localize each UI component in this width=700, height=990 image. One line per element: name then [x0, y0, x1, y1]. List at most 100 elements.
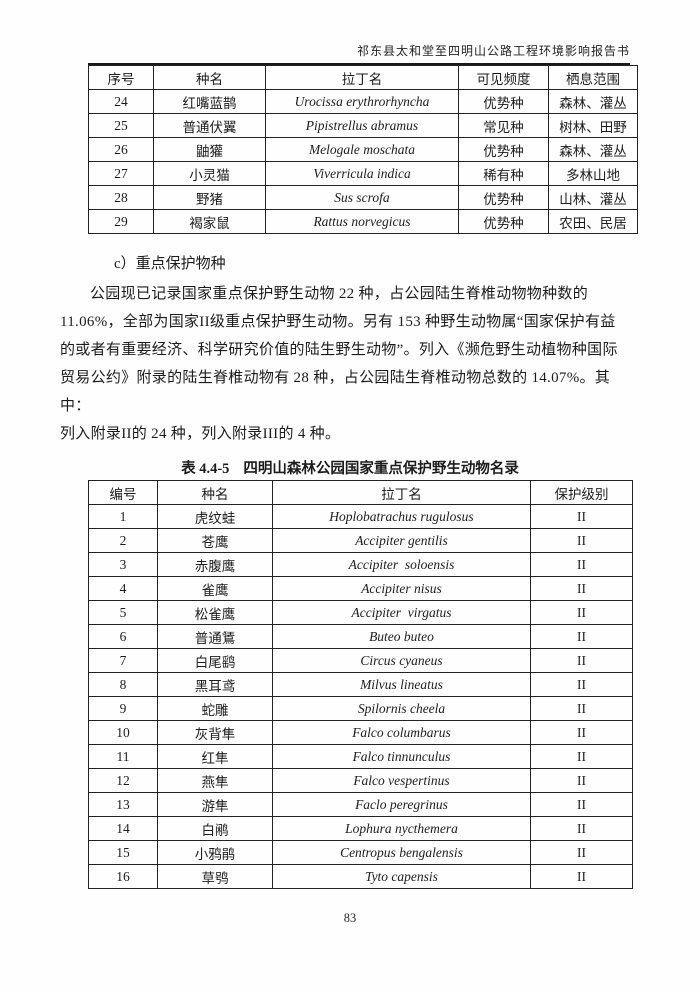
table-cell: 优势种 [458, 89, 549, 114]
table-cell: 小鸦鹃 [157, 840, 273, 865]
table-cell: 8 [88, 672, 158, 697]
table-cell: Falco vespertinus [272, 768, 531, 793]
table-cell: Rattus norvegicus [265, 209, 459, 234]
table-cell: 红隼 [157, 744, 273, 769]
table-header-row: 序号 种名 拉丁名 可见频度 栖息范围 [88, 65, 638, 90]
table-cell: 雀鹰 [157, 576, 273, 601]
table-cell: 13 [88, 792, 158, 817]
table-row: 7 白尾鹞 Circus cyaneus II [88, 648, 633, 673]
table-row: 11 红隼 Falco tinnunculus II [88, 744, 633, 769]
table-cell: Sus scrofa [265, 185, 459, 210]
table-cell: 24 [88, 89, 154, 114]
table-caption-title: 四明山森林公园国家重点保护野生动物名录 [243, 461, 519, 477]
table-cell: Circus cyaneus [272, 648, 531, 673]
table-row: 27 小灵猫 Viverricula indica 稀有种 多林山地 [88, 161, 638, 186]
table-cell: 灰背隼 [157, 720, 273, 745]
table-cell: 农田、民居 [548, 209, 638, 234]
page-number: 83 [343, 911, 357, 925]
table-cell: 普通鵟 [157, 624, 273, 649]
paragraph-line: 11.06%，全部为国家II级重点保护野生动物。另有 153 种野生动物属“国家… [60, 314, 616, 330]
table-cell: Tyto capensis [272, 864, 531, 889]
table-cell: 10 [88, 720, 158, 745]
table-cell: 鼬獾 [153, 137, 266, 162]
table-cell: 白鹇 [157, 816, 273, 841]
table-cell: Accipiter virgatus [272, 600, 531, 625]
table-cell: 26 [88, 137, 154, 162]
table-cell: 2 [88, 528, 158, 553]
table-cell: 赤腹鹰 [157, 552, 273, 577]
table-row: 24 红嘴蓝鹊 Urocissa erythrorhyncha 优势种 森林、灌丛 [88, 89, 638, 114]
table-cell: II [530, 720, 633, 745]
table-cell: 树林、田野 [548, 113, 638, 138]
table-cell: Falco columbarus [272, 720, 531, 745]
column-header: 种名 [153, 65, 266, 90]
column-header: 可见频度 [458, 65, 549, 90]
table-row: 6 普通鵟 Buteo buteo II [88, 624, 633, 649]
table-cell: Lophura nycthemera [272, 816, 531, 841]
paragraph-line: 公园现已记录国家重点保护野生动物 22 种，占公园陆生脊椎动物物种数的 [90, 286, 589, 302]
table-cell: 虎纹蛙 [157, 504, 273, 529]
table-cell: Accipiter gentilis [272, 528, 531, 553]
table-cell: Milvus lineatus [272, 672, 531, 697]
table-cell: 3 [88, 552, 158, 577]
table-cell: 6 [88, 624, 158, 649]
table-cell: Hoplobatrachus rugulosus [272, 504, 531, 529]
table-cell: 4 [88, 576, 158, 601]
table-cell: II [530, 504, 633, 529]
table-cell: 14 [88, 816, 158, 841]
table-row: 2 苍鹰 Accipiter gentilis II [88, 528, 633, 553]
table-cell: II [530, 672, 633, 697]
table-cell: 28 [88, 185, 154, 210]
column-header: 拉丁名 [265, 65, 459, 90]
table-cell: II [530, 840, 633, 865]
table-cell: 12 [88, 768, 158, 793]
table-cell: 15 [88, 840, 158, 865]
table-cell: 优势种 [458, 137, 549, 162]
table-cell: 游隼 [157, 792, 273, 817]
table-row: 13 游隼 Faclo peregrinus II [88, 792, 633, 817]
table-caption: 表 4.4-5 四明山森林公园国家重点保护野生动物名录 [60, 458, 640, 480]
table-cell: II [530, 744, 633, 769]
paragraph-line: 贸易公约》附录的陆生脊椎动物有 28 种，占公园陆生脊椎动物总数的 14.07%… [60, 370, 611, 414]
header-title: 祁东县太和堂至四明山公路工程环境影响报告书 [356, 44, 630, 58]
table-cell: 森林、灌丛 [548, 137, 638, 162]
table-cell: 小灵猫 [153, 161, 266, 186]
table-cell: Centropus bengalensis [272, 840, 531, 865]
paragraph-line: 列入附录II的 24 种，列入附录III的 4 种。 [60, 426, 341, 442]
table-row: 16 草鸮 Tyto capensis II [88, 864, 633, 889]
table-cell: Melogale moschata [265, 137, 459, 162]
table-row: 29 褐家鼠 Rattus norvegicus 优势种 农田、民居 [88, 209, 638, 234]
table-cell: 燕隼 [157, 768, 273, 793]
table-cell: 5 [88, 600, 158, 625]
table-cell: 山林、灌丛 [548, 185, 638, 210]
paragraph-line: 的或者有重要经济、科学研究价值的陆生野生动物”。列入《濒危野生动植物种国际 [60, 342, 618, 358]
column-header: 保护级别 [530, 480, 633, 505]
table-cell: Urocissa erythrorhyncha [265, 89, 459, 114]
table-cell: 褐家鼠 [153, 209, 266, 234]
table-row: 9 蛇雕 Spilornis cheela II [88, 696, 633, 721]
table-cell: 25 [88, 113, 154, 138]
table-cell: 7 [88, 648, 158, 673]
table-cell: II [530, 864, 633, 889]
protected-species-table: 编号 种名 拉丁名 保护级别 1 虎纹蛙 Hoplobatrachus rugulosus I… [88, 480, 633, 889]
table-cell: 27 [88, 161, 154, 186]
column-header: 栖息范围 [548, 65, 638, 90]
table-cell: Pipistrellus abramus [265, 113, 459, 138]
table-cell: 优势种 [458, 185, 549, 210]
table-row: 8 黑耳鸢 Milvus lineatus II [88, 672, 633, 697]
table-cell: 29 [88, 209, 154, 234]
table-cell: 黑耳鸢 [157, 672, 273, 697]
table-cell: 红嘴蓝鹊 [153, 89, 266, 114]
table-row: 1 虎纹蛙 Hoplobatrachus rugulosus II [88, 504, 633, 529]
table-cell: 常见种 [458, 113, 549, 138]
page-header: 祁东县太和堂至四明山公路工程环境影响报告书 [88, 0, 630, 65]
species-frequency-table: 序号 种名 拉丁名 可见频度 栖息范围 24 红嘴蓝鹊 Urocissa erythrorhy… [88, 65, 638, 234]
table-cell: II [530, 696, 633, 721]
table-cell: II [530, 600, 633, 625]
column-header: 种名 [157, 480, 273, 505]
table-cell: 多林山地 [548, 161, 638, 186]
table-cell: 森林、灌丛 [548, 89, 638, 114]
table-cell: 11 [88, 744, 158, 769]
table-cell: II [530, 624, 633, 649]
table-cell: 普通伏翼 [153, 113, 266, 138]
